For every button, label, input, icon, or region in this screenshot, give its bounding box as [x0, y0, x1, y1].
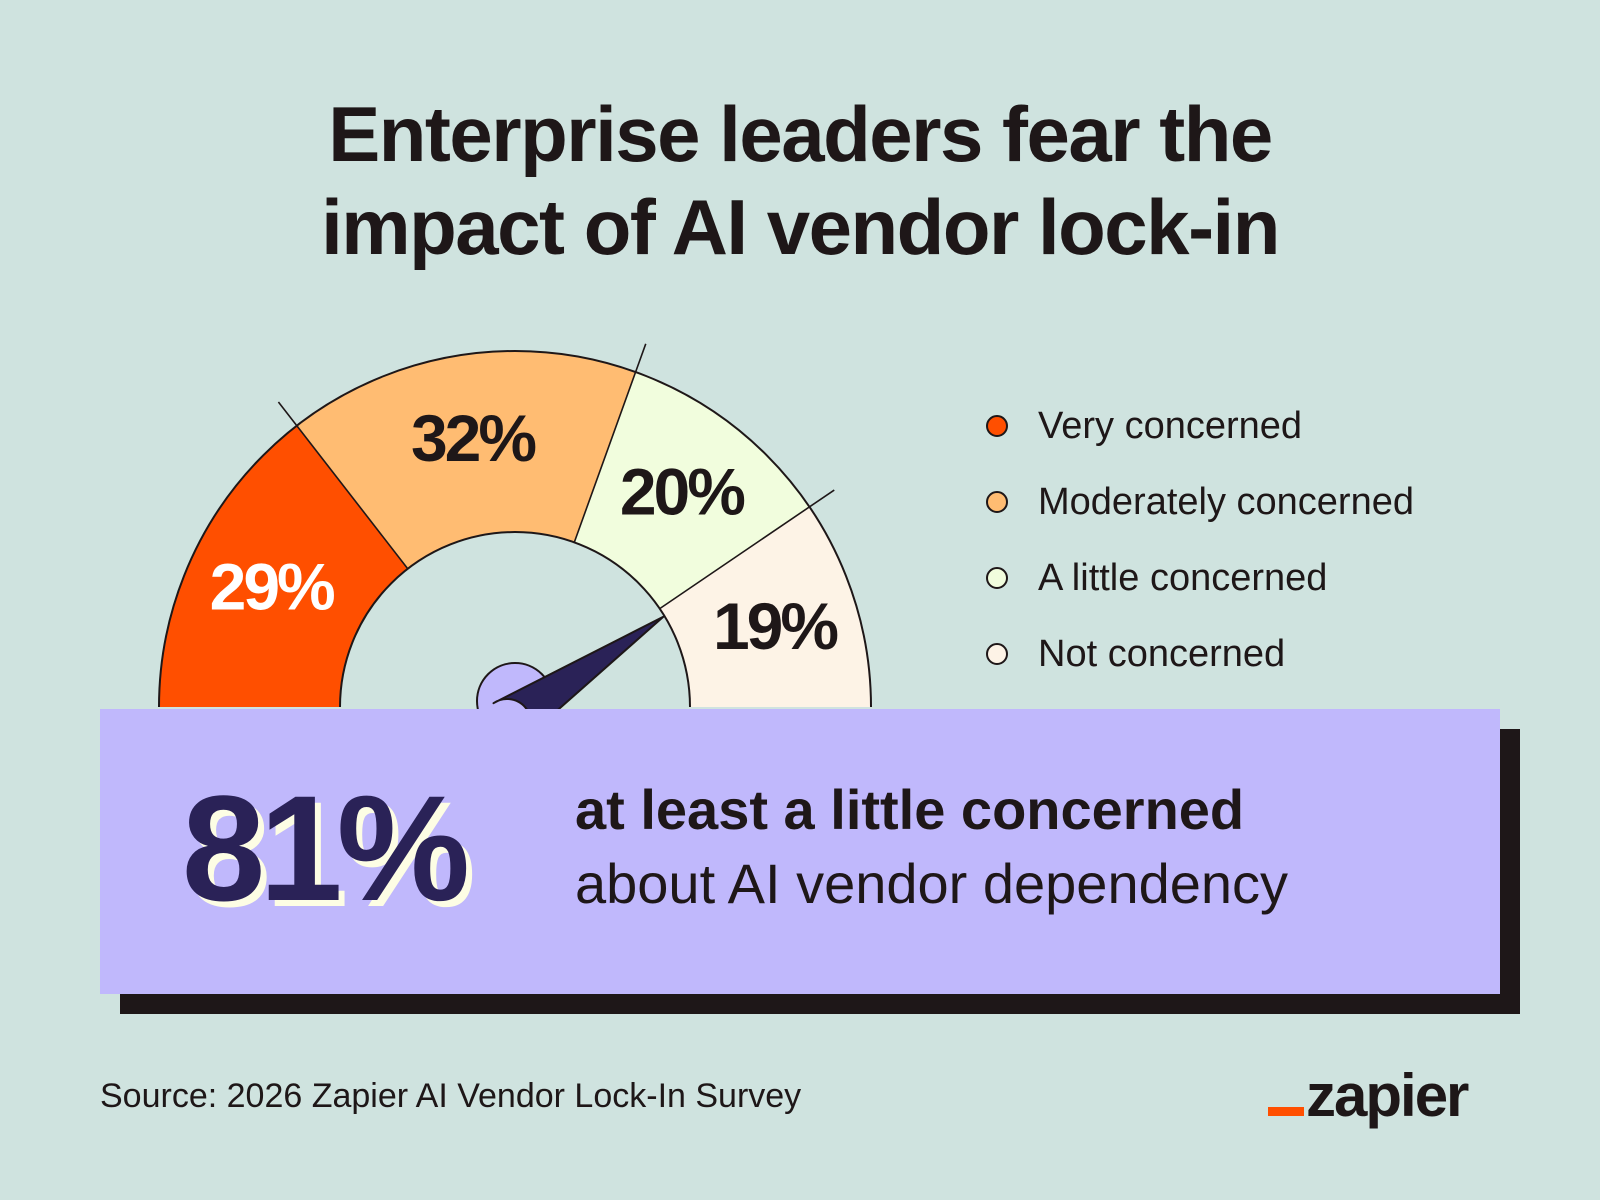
highlight-value: 81% [181, 764, 470, 932]
gauge-label-2: 32% [411, 401, 535, 475]
legend: Very concerned Moderately concerned A li… [986, 388, 1414, 692]
zapier-logo: zapier [1268, 1062, 1469, 1129]
legend-label: Not concerned [1038, 632, 1286, 675]
gauge-segment-moderately-concerned [296, 351, 636, 569]
legend-swatch [986, 491, 1008, 513]
gauge-divider-2 [573, 343, 647, 543]
legend-item-not-concerned: Not concerned [986, 616, 1414, 692]
legend-label: Very concerned [1038, 404, 1303, 447]
legend-swatch [986, 415, 1008, 437]
title-line-1: Enterprise leaders fear the [328, 90, 1273, 178]
gauge-inner-arc [339, 531, 691, 708]
legend-item-very-concerned: Very concerned [986, 388, 1414, 464]
logo-wordmark: zapier [1306, 1062, 1469, 1129]
legend-item-moderately-concerned: Moderately concerned [986, 464, 1414, 540]
title-line-2: impact of AI vendor lock-in [321, 183, 1280, 271]
legend-label: A little concerned [1038, 556, 1328, 599]
legend-label: Moderately concerned [1038, 480, 1414, 523]
gauge-divider-1 [277, 401, 409, 570]
page-title: Enterprise leaders fear the impact of AI… [0, 88, 1600, 274]
legend-item-a-little-concerned: A little concerned [986, 540, 1414, 616]
highlight-panel [100, 709, 1500, 994]
source-note: Source: 2026 Zapier AI Vendor Lock-In Su… [100, 1077, 802, 1115]
gauge-segment-not-concerned [659, 506, 871, 707]
logo-underscore [1268, 1107, 1304, 1116]
gauge-label-3: 20% [620, 454, 744, 528]
gauge-segment-very-concerned [159, 425, 408, 707]
legend-swatch [986, 567, 1008, 589]
gauge-label-4: 19% [713, 589, 837, 663]
gauge-label-1: 29% [210, 550, 334, 624]
gauge-divider-3 [659, 489, 835, 610]
highlight-text: at least a little concerned about AI ven… [575, 775, 1288, 923]
gauge-segment-a-little-concerned [574, 372, 810, 609]
highlight-line-2: about AI vendor dependency [575, 852, 1289, 915]
legend-swatch [986, 643, 1008, 665]
gauge-outer-arc [158, 350, 872, 708]
highlight-line-1: at least a little concerned [575, 778, 1245, 841]
